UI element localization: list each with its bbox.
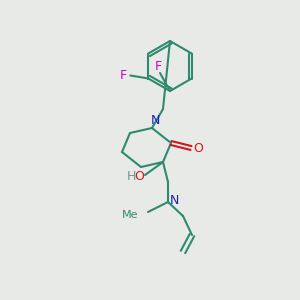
Text: Me: Me	[122, 210, 138, 220]
Text: O: O	[134, 170, 144, 184]
Text: N: N	[150, 113, 160, 127]
Text: F: F	[154, 59, 162, 73]
Text: H: H	[126, 170, 136, 184]
Text: N: N	[169, 194, 179, 206]
Text: F: F	[120, 69, 127, 82]
Text: O: O	[193, 142, 203, 154]
